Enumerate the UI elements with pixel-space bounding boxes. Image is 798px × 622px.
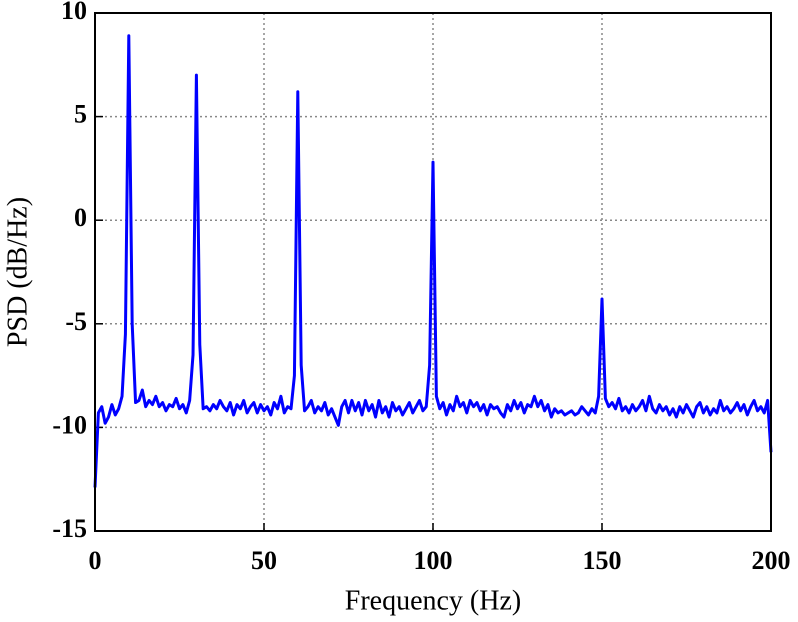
y-tick-label: 10 <box>61 0 87 25</box>
y-tick-label: -15 <box>52 514 87 543</box>
line <box>93 34 773 488</box>
y-tick-label: -5 <box>65 307 87 336</box>
y-tick-label: 0 <box>74 203 87 232</box>
x-tick-label: 50 <box>251 546 277 575</box>
plot-frame <box>94 12 772 532</box>
x-axis-label: Frequency (Hz) <box>345 585 521 616</box>
x-tick-label: 200 <box>752 546 791 575</box>
y-tick-label: 5 <box>74 100 87 129</box>
y-tick-label: -10 <box>52 410 87 439</box>
x-tick-label: 100 <box>414 546 453 575</box>
y-axis-label: PSD (dB/Hz) <box>2 197 33 347</box>
x-tick-label: 150 <box>583 546 622 575</box>
x-tick-label: 0 <box>89 546 102 575</box>
